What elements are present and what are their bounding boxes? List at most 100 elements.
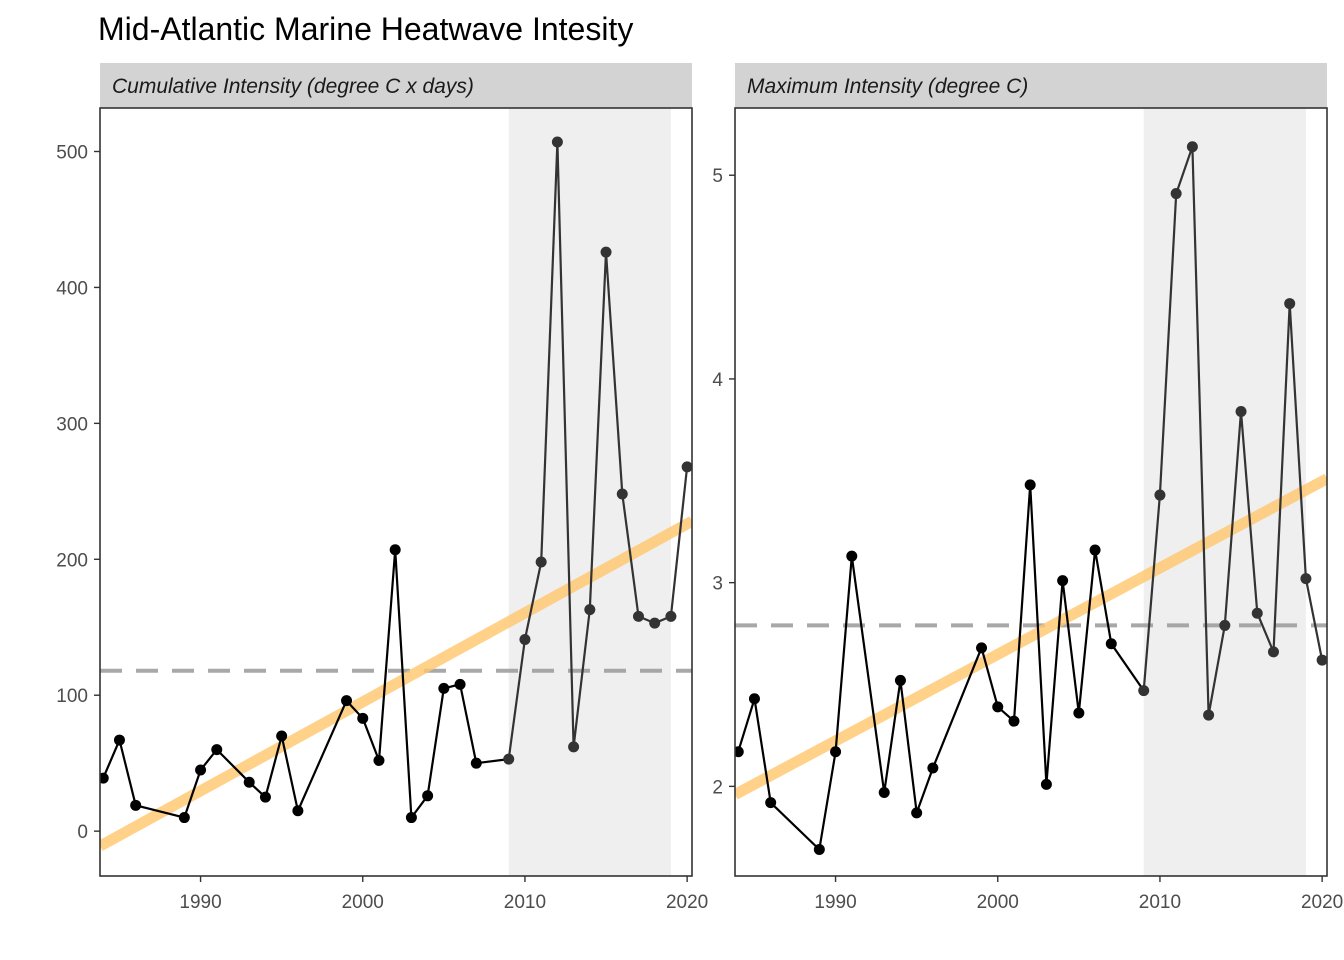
panel-strip-cumulative (100, 63, 692, 108)
data-point (130, 799, 142, 811)
data-point (1138, 685, 1150, 697)
panel-title-cumulative: Cumulative Intensity (degree C x days) (112, 75, 474, 98)
data-point (100, 772, 109, 784)
data-point (1024, 479, 1036, 491)
data-point (195, 764, 207, 776)
data-point (503, 753, 515, 765)
series-line-recent (1142, 146, 1324, 716)
x-tick-label: 2000 (342, 892, 384, 913)
data-point (389, 544, 401, 556)
shaded-period (1143, 108, 1306, 876)
data-point (1170, 188, 1182, 200)
data-point (665, 610, 677, 622)
y-tick-label: 400 (56, 278, 88, 299)
data-point (1203, 709, 1215, 721)
data-point (1057, 575, 1069, 587)
data-point (1316, 654, 1327, 666)
x-tick-label: 1990 (814, 892, 856, 913)
series-line-early (102, 549, 509, 821)
data-point (470, 757, 482, 769)
data-point (1251, 607, 1263, 619)
data-point (1235, 406, 1247, 418)
y-tick-label: 500 (56, 142, 88, 163)
data-point (1008, 715, 1020, 727)
data-point (927, 762, 939, 774)
plot-area-cumulative: 0 100 200 300 400 500 1990 2000 2010 2020 (56, 107, 708, 913)
trend-line (100, 516, 692, 851)
x-tick-label: 2010 (1139, 892, 1181, 913)
x-tick-label: 2000 (977, 892, 1019, 913)
y-tick-label: 100 (56, 686, 88, 707)
shaded-period (508, 108, 671, 876)
data-point (276, 730, 288, 742)
data-point (292, 805, 304, 817)
y-tick-label: 300 (56, 414, 88, 435)
data-point (830, 746, 842, 758)
data-point (813, 844, 825, 856)
data-point (243, 776, 255, 788)
data-point (649, 617, 661, 629)
y-tick-label: 4 (712, 370, 723, 391)
data-point (259, 791, 271, 803)
panel-title-maximum: Maximum Intensity (degree C) (747, 75, 1028, 98)
data-point (894, 674, 906, 686)
x-tick-label: 2010 (504, 892, 546, 913)
panel-strip-maximum (735, 63, 1327, 108)
x-tick-label: 2020 (1301, 892, 1343, 913)
data-point (846, 550, 858, 562)
panel-cumulative-intensity: Cumulative Intensity (degree C x days) 0… (56, 63, 708, 913)
data-point (1089, 544, 1101, 556)
data-point (1040, 778, 1052, 790)
data-point (681, 461, 692, 473)
plot-content (735, 108, 1327, 876)
y-tick-label: 2 (712, 777, 723, 798)
data-point (341, 695, 353, 707)
data-point (178, 812, 190, 824)
data-point (422, 790, 434, 802)
y-tick-label: 200 (56, 550, 88, 571)
data-point (600, 246, 612, 258)
trend-line (735, 473, 1327, 800)
data-point (1267, 646, 1279, 658)
panel-border (99, 107, 693, 877)
data-point (748, 693, 760, 705)
y-tick-label: 5 (712, 166, 723, 187)
data-point (1105, 638, 1117, 650)
data-point (632, 610, 644, 622)
data-point (454, 678, 466, 690)
data-point (735, 746, 744, 758)
data-point (1219, 619, 1231, 631)
data-point (405, 812, 417, 824)
data-point (568, 741, 580, 753)
plot-area-maximum: 2 3 4 5 1990 2000 2010 2020 (712, 107, 1343, 913)
data-point (765, 797, 777, 809)
data-point (438, 682, 450, 694)
data-point (519, 633, 531, 645)
data-point (357, 712, 369, 724)
y-tick-label: 3 (712, 574, 723, 595)
y-tick-label: 0 (77, 822, 88, 843)
data-point (535, 556, 547, 568)
data-point (1154, 489, 1166, 501)
data-point (911, 807, 923, 819)
data-point (113, 734, 125, 746)
series-line-early (737, 484, 1145, 852)
panel-maximum-intensity: Maximum Intensity (degree C) 2 3 4 5 1990 200… (712, 63, 1343, 913)
x-tick-label: 1990 (179, 892, 221, 913)
data-point (373, 754, 385, 766)
data-point (1300, 573, 1312, 585)
data-point (211, 744, 223, 756)
panel-border (734, 107, 1328, 877)
chart-title: Mid-Atlantic Marine Heatwave Intesity (98, 11, 633, 47)
data-point (584, 604, 596, 616)
plot-content (100, 108, 692, 876)
x-tick-label: 2020 (666, 892, 708, 913)
data-point (551, 136, 563, 148)
data-point (878, 786, 890, 798)
data-point (1073, 707, 1085, 719)
data-point (616, 488, 628, 500)
data-point (1186, 141, 1198, 153)
data-point (992, 701, 1004, 713)
data-point (1284, 298, 1296, 310)
